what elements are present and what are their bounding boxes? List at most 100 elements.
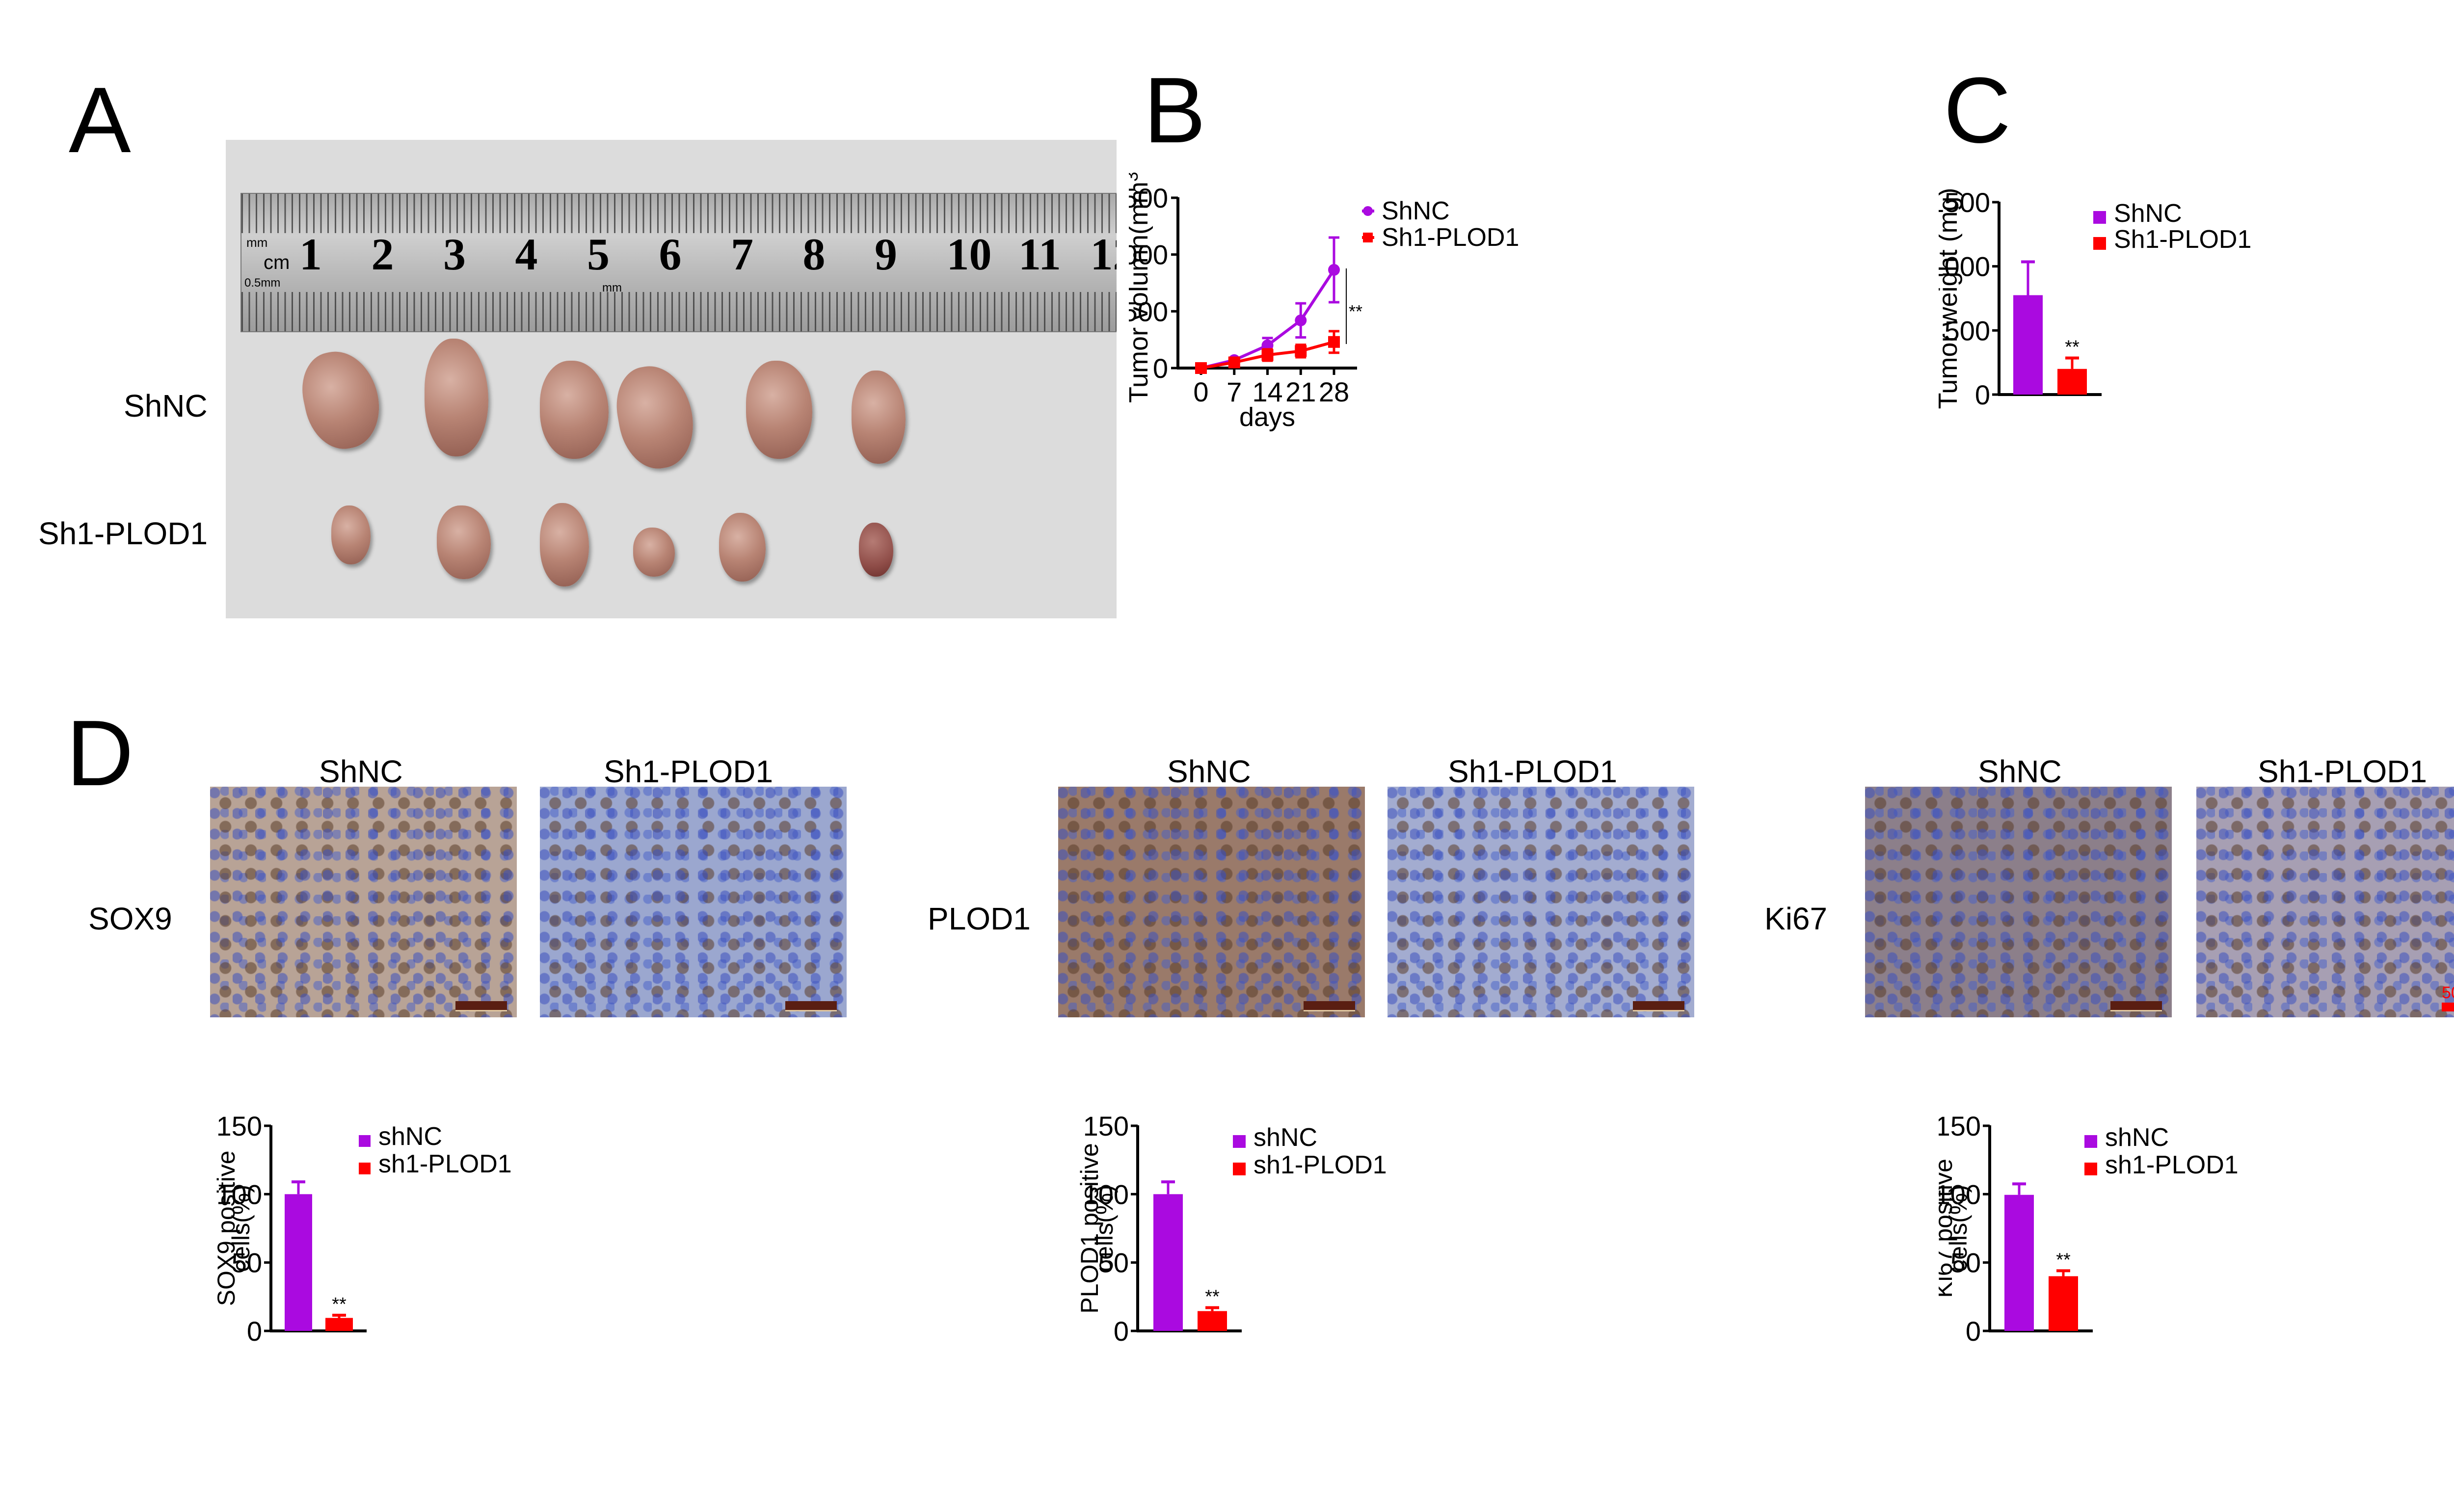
tumor-sh1-plod1-5 xyxy=(719,513,766,582)
bar-shnc xyxy=(2013,295,2043,395)
y-tick-label: 0 xyxy=(1114,1316,1129,1347)
data-point xyxy=(1195,362,1207,374)
tumor-shnc-1 xyxy=(294,344,388,456)
legend-swatch xyxy=(2084,1163,2097,1175)
tumor-sh1-plod1-1 xyxy=(331,505,371,564)
y-tick-label: 100 xyxy=(216,1179,262,1210)
chart-tumor-weight: 0 500 1000 1500 ShNC ** Sh1-PLOD1 Tumor weight … xyxy=(1939,187,2251,410)
legend-label: sh1-PLOD1 xyxy=(1254,1151,1387,1179)
tumor-sh1-plod1-2 xyxy=(437,505,491,579)
legend-label: Sh1-PLOD1 xyxy=(2114,225,2251,254)
y-tick-label: 50 xyxy=(1098,1247,1129,1278)
ihc-image-plod1-shnc xyxy=(1058,787,1365,1017)
ruler-number: 1 xyxy=(299,229,322,279)
y-tick-label: 0 xyxy=(1975,379,1990,410)
significance-label: ** xyxy=(1205,1287,1220,1307)
y-tick-label: 150 xyxy=(1083,1111,1129,1141)
ruler-number: 2 xyxy=(371,229,394,279)
x-axis-label: days xyxy=(1239,402,1295,432)
legend-marker xyxy=(1363,206,1373,216)
row-label-sh1-plod1: Sh1-PLOD1 xyxy=(38,516,208,551)
tumor-shnc-3 xyxy=(540,361,609,459)
y-tick-label: 50 xyxy=(232,1247,262,1278)
legend-marker xyxy=(1363,233,1373,242)
column-label-sh1-plod1: Sh1-PLOD1 xyxy=(2258,754,2427,789)
panel-letter-d: D xyxy=(66,701,134,805)
marker-label-plod1: PLOD1 xyxy=(928,901,1031,936)
data-point xyxy=(1295,345,1307,357)
scale-bar-label: 50μm xyxy=(2442,983,2454,1002)
ruler-top-ticks xyxy=(241,194,1117,233)
ruler-number: 7 xyxy=(731,229,753,279)
y-tick-label: 0 xyxy=(247,1316,262,1347)
y-tick-label: 100 xyxy=(1083,1179,1129,1210)
ruler-number: 10 xyxy=(946,229,992,279)
ruler-unit-mm: mm xyxy=(246,235,268,250)
legend-swatch xyxy=(2093,211,2106,224)
bar-sh1-plod1 xyxy=(2057,369,2087,395)
x-tick-label: 14 xyxy=(1252,376,1282,407)
column-label-shnc: ShNC xyxy=(319,754,403,789)
legend-swatch xyxy=(1233,1163,1246,1175)
ruler-number: 8 xyxy=(802,229,826,279)
marker-label-ki67: Ki67 xyxy=(1764,901,1828,936)
chart-tumor-volume: 05001000150007142128daysTumor volumn(mm3… xyxy=(1129,172,1519,432)
legend-swatch xyxy=(2093,237,2106,250)
ihc-image-ki67-sh1-plod1: 50μm xyxy=(2196,787,2454,1017)
data-point xyxy=(1228,356,1240,369)
legend-swatch xyxy=(359,1135,371,1147)
y-tick-label: 500 xyxy=(1945,315,1990,346)
bar-sh1-plod1 xyxy=(325,1318,353,1331)
scale-bar xyxy=(455,1001,507,1011)
marker-label-sox9: SOX9 xyxy=(88,901,172,936)
y-tick-label: 1000 xyxy=(1129,239,1168,270)
y-tick-label: 0 xyxy=(1966,1316,1981,1347)
scale-bar xyxy=(1304,1001,1355,1011)
tumor-photo: mm cm 0.5mm mm 123456789101112 xyxy=(226,140,1117,618)
bar-shnc xyxy=(285,1194,312,1331)
y-axis-label-line: SOX9 positive xyxy=(213,1151,240,1306)
x-tick-label: 7 xyxy=(1227,376,1242,407)
y-axis-label-line: cells(%) xyxy=(1091,1185,1118,1272)
column-label-shnc: ShNC xyxy=(1978,754,2062,789)
data-point xyxy=(1328,264,1340,276)
chart-ki67-positive: 0 50 100 150 shNC ** sh1-PLOD1 Ki67 positivecel… xyxy=(1939,1111,2239,1347)
y-tick-label: 150 xyxy=(216,1111,262,1141)
ihc-image-ki67-shnc xyxy=(1865,787,2172,1017)
legend-swatch xyxy=(359,1163,371,1174)
bar-sh1-plod1 xyxy=(2049,1276,2078,1331)
data-point xyxy=(1295,314,1307,326)
legend-label: Sh1-PLOD1 xyxy=(1382,223,1519,252)
legend-label: shNC xyxy=(378,1122,442,1151)
legend-swatch xyxy=(2084,1135,2097,1148)
legend-label: ShNC xyxy=(1382,197,1450,225)
legend-label: shNC xyxy=(1254,1123,1317,1152)
ruler: mm cm 0.5mm mm 123456789101112 xyxy=(240,193,1117,332)
column-label-sh1-plod1: Sh1-PLOD1 xyxy=(604,754,774,789)
panel-letter-c: C xyxy=(1944,58,2011,162)
x-tick-label: 0 xyxy=(1193,376,1208,407)
scale-bar xyxy=(1633,1001,1684,1011)
tumor-shnc-6 xyxy=(852,371,906,464)
column-label-sh1-plod1: Sh1-PLOD1 xyxy=(1448,754,1618,789)
ruler-number: 11 xyxy=(1018,229,1061,279)
panel-letter-b: B xyxy=(1144,58,1206,162)
tumor-sh1-plod1-4 xyxy=(633,528,675,577)
tumor-sh1-plod1-6 xyxy=(859,523,893,577)
ruler-number: 3 xyxy=(443,229,466,279)
y-axis-label-line: PLOD1 positive xyxy=(1080,1143,1103,1313)
significance-label: ** xyxy=(2065,337,2080,358)
tumor-sh1-plod1-3 xyxy=(540,503,589,586)
legend-label: ShNC xyxy=(2114,199,2182,228)
scale-bar: 50μm xyxy=(2442,983,2454,1011)
y-tick-label: 1500 xyxy=(1129,183,1168,213)
bar-shnc xyxy=(2004,1194,2034,1331)
legend-label: shNC xyxy=(2105,1123,2169,1152)
significance-label: ** xyxy=(332,1294,347,1315)
tumor-shnc-4 xyxy=(610,360,701,475)
x-tick-label: 21 xyxy=(1285,376,1316,407)
y-tick-label: 150 xyxy=(1939,1111,1981,1141)
row-label-shnc: ShNC xyxy=(124,388,208,424)
y-tick-label: 50 xyxy=(1950,1247,1981,1278)
ruler-number: 5 xyxy=(587,229,610,279)
